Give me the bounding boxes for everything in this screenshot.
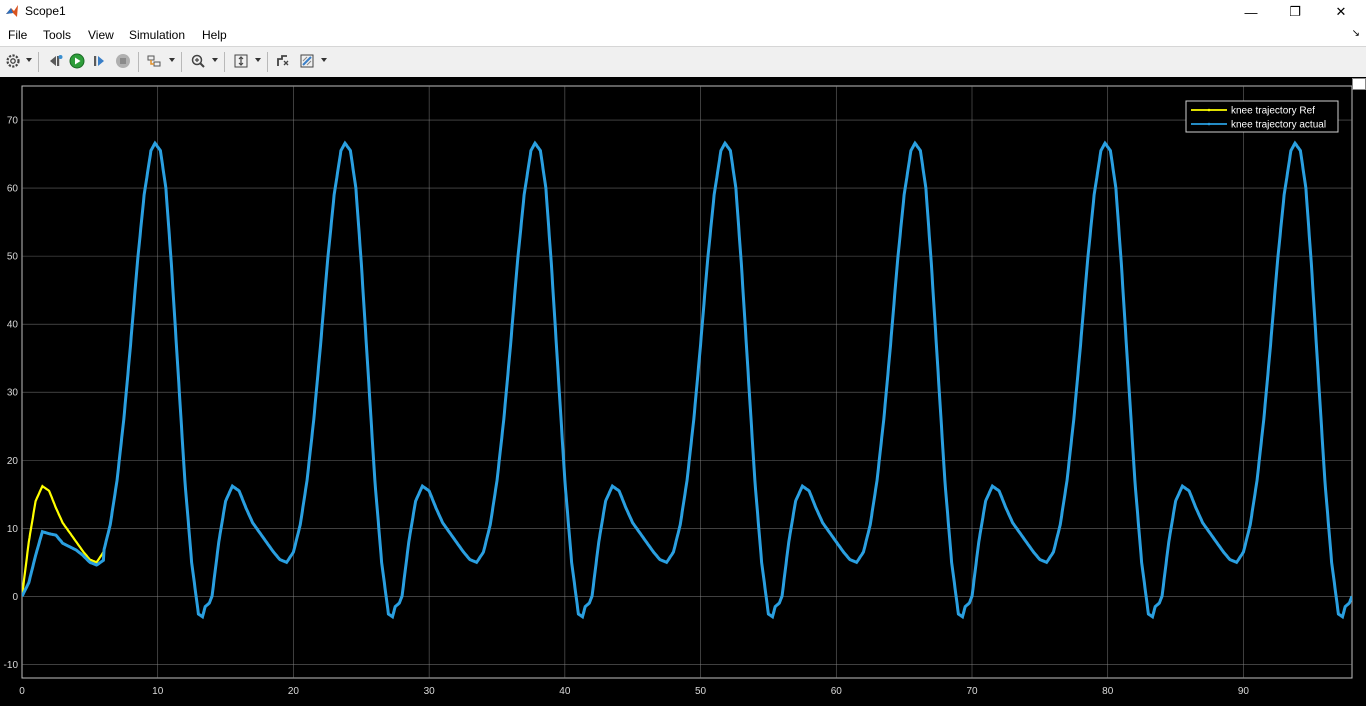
- run-button[interactable]: [68, 52, 86, 70]
- menu-bar: File Tools View Simulation Help ↘: [0, 24, 1366, 46]
- toolbar: [0, 46, 1366, 78]
- step-back-button[interactable]: [46, 52, 64, 70]
- style-dropdown-icon[interactable]: [321, 58, 327, 62]
- step-back-icon: [50, 55, 63, 66]
- zoom-button[interactable]: [189, 52, 207, 70]
- toolbar-separator: [267, 52, 268, 72]
- run-icon: [69, 53, 85, 69]
- x-tick-label: 40: [559, 686, 571, 697]
- x-tick-label: 10: [152, 686, 164, 697]
- y-tick-label: 30: [7, 388, 19, 399]
- window-title: Scope1: [25, 4, 66, 18]
- y-tick-label: 70: [7, 116, 19, 127]
- restore-icon: ❐: [1289, 4, 1301, 19]
- menu-help[interactable]: Help: [202, 28, 227, 42]
- matlab-logo-icon: [5, 4, 19, 18]
- menu-file[interactable]: File: [8, 28, 28, 42]
- legend-label: knee trajectory Ref: [1231, 106, 1315, 117]
- gear-icon: [6, 54, 20, 68]
- y-tick-label: 0: [12, 592, 18, 603]
- scope-plot-area: 0 10 20 30 40 50 60 70 80 90 -10 0 10 20 30 40 50 60 70 kn…: [0, 77, 1366, 706]
- x-tick-label: 30: [424, 686, 436, 697]
- x-tick-label: 0: [19, 686, 25, 697]
- y-tick-label: 20: [7, 456, 19, 467]
- x-tick-label: 60: [831, 686, 843, 697]
- scope-chart: 0 10 20 30 40 50 60 70 80 90 -10 0 10 20 30 40 50 60 70 kn…: [4, 85, 1353, 697]
- x-tick-label: 90: [1238, 686, 1250, 697]
- signal-select-button[interactable]: [274, 52, 292, 70]
- series-line-actual: [22, 140, 1352, 620]
- highlight-block-icon: [147, 55, 161, 67]
- x-tick-label: 70: [966, 686, 978, 697]
- scale-axes-dropdown-icon[interactable]: [255, 58, 261, 62]
- minimize-icon: —: [1244, 4, 1258, 20]
- x-tick-label: 20: [288, 686, 300, 697]
- scale-axes-icon: [234, 54, 248, 68]
- axes-frame: [21, 85, 1353, 679]
- highlight-block-dropdown-icon[interactable]: [169, 58, 175, 62]
- style-icon: [300, 54, 314, 68]
- signal-select-icon: [277, 55, 289, 66]
- toolbar-separator: [138, 52, 139, 72]
- stop-icon: [116, 54, 130, 68]
- legend-label: knee trajectory actual: [1231, 120, 1326, 131]
- stop-button[interactable]: [114, 52, 132, 70]
- y-tick-label: 50: [7, 252, 19, 263]
- style-button[interactable]: [298, 52, 316, 70]
- toolbar-separator: [181, 52, 182, 72]
- title-bar: Scope1 — ❐ ✕: [0, 0, 1366, 24]
- minimize-button[interactable]: —: [1228, 0, 1274, 24]
- y-tick-label: 40: [7, 320, 19, 331]
- scale-axes-button[interactable]: [232, 52, 250, 70]
- close-icon: ✕: [1335, 4, 1347, 19]
- menu-view[interactable]: View: [88, 28, 114, 42]
- zoom-in-icon: [191, 54, 205, 68]
- y-tick-label: 10: [7, 524, 19, 535]
- y-tick-label: -10: [4, 660, 19, 671]
- x-tick-label: 50: [695, 686, 707, 697]
- settings-dropdown-icon[interactable]: [26, 58, 32, 62]
- menu-tools[interactable]: Tools: [43, 28, 72, 42]
- undock-axes-button[interactable]: [1352, 78, 1366, 90]
- legend-box: [1185, 100, 1339, 133]
- close-button[interactable]: ✕: [1318, 0, 1364, 24]
- step-forward-button[interactable]: [90, 52, 108, 70]
- maximize-button[interactable]: ❐: [1272, 0, 1318, 24]
- y-tick-label: 60: [7, 184, 19, 195]
- settings-button[interactable]: [4, 52, 22, 70]
- x-tick-label: 80: [1102, 686, 1114, 697]
- legend-marker: [1207, 108, 1211, 112]
- menu-simulation[interactable]: Simulation: [129, 28, 186, 42]
- step-forward-icon: [94, 56, 104, 66]
- toolbar-overflow-icon[interactable]: ↘: [1351, 28, 1360, 39]
- legend-marker: [1207, 122, 1211, 126]
- toolbar-separator: [224, 52, 225, 72]
- toolbar-separator: [38, 52, 39, 72]
- zoom-dropdown-icon[interactable]: [212, 58, 218, 62]
- highlight-block-button[interactable]: [145, 52, 163, 70]
